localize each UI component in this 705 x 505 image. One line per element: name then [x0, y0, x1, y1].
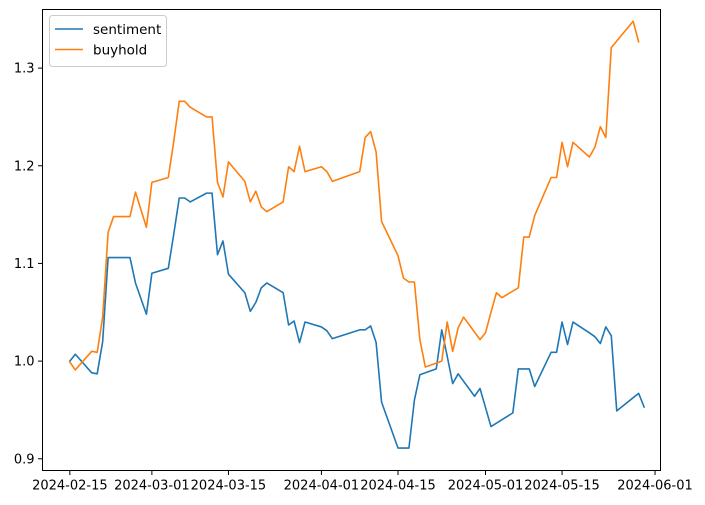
y-tick-label: 1.2	[14, 159, 35, 174]
series-line-buyhold	[68, 20, 640, 371]
x-tick-label: 2024-04-01	[284, 479, 360, 494]
x-tick-label: 2024-02-15	[32, 479, 108, 494]
x-tick-label: 2024-03-15	[191, 479, 267, 494]
y-tick-label: 1.3	[14, 62, 35, 77]
x-tick-label: 2024-05-15	[524, 479, 600, 494]
plot-area	[42, 9, 661, 471]
legend-label-buyhold: buyhold	[93, 43, 147, 59]
y-tick-label: 1.0	[14, 355, 35, 370]
y-tick-label: 1.1	[14, 257, 35, 272]
y-tick-label: 0.9	[14, 452, 35, 467]
x-tick-label: 2024-05-01	[448, 479, 524, 494]
legend-label-sentiment: sentiment	[93, 22, 161, 38]
x-tick-label: 2024-03-01	[114, 479, 190, 494]
x-tick-label: 2024-04-15	[360, 479, 436, 494]
y-axis: 0.9 1.0 1.1 1.2 1.3	[14, 62, 43, 467]
legend: sentiment buyhold	[49, 15, 167, 67]
series-line-sentiment	[68, 192, 646, 449]
axes-frame	[42, 9, 661, 471]
x-axis: 2024-02-15 2024-03-01 2024-03-15 2024-04-01…	[32, 470, 693, 494]
series-layer	[68, 20, 646, 449]
x-tick-label: 2024-06-01	[617, 479, 693, 494]
